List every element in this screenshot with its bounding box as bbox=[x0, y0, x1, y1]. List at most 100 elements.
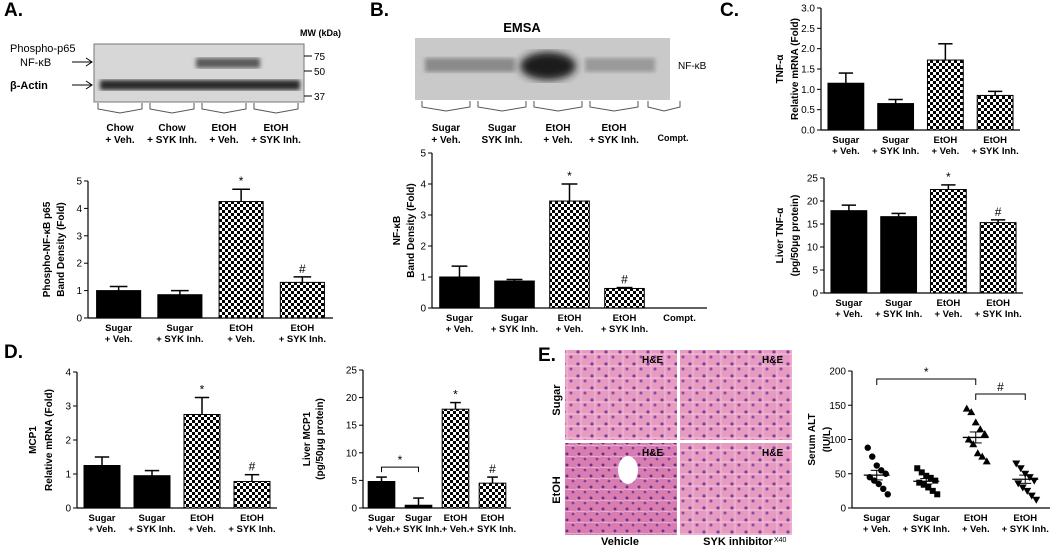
y-tick-label: 0.5 bbox=[801, 105, 815, 116]
data-point bbox=[880, 485, 887, 493]
data-point bbox=[882, 470, 889, 477]
data-point bbox=[969, 440, 978, 448]
x-category-label: + SYK Inh. bbox=[872, 146, 919, 157]
data-point bbox=[1027, 492, 1036, 500]
blot-lane-labels: Chow+ Veh.Chow+ SYK Inh.EtOH+ Veh.EtOH+ … bbox=[97, 103, 301, 146]
blot-label-beta-actin: β-Actin bbox=[10, 80, 48, 92]
y-tick-label: 0 bbox=[812, 289, 818, 300]
blot-lane-bracket bbox=[253, 103, 299, 114]
significance-marker: * bbox=[239, 174, 244, 188]
panel-letter-a: A. bbox=[4, 0, 23, 21]
bar bbox=[96, 290, 142, 319]
y-tick-label: 1.0 bbox=[801, 85, 815, 96]
bar bbox=[830, 210, 868, 294]
blot-lane-label: Chow bbox=[158, 123, 185, 134]
x-category-label: EtOH bbox=[291, 323, 315, 334]
data-point bbox=[1014, 480, 1023, 488]
emsa-lane-bracket bbox=[647, 101, 681, 112]
x-category-label: + SYK Inh. bbox=[601, 324, 648, 335]
x-category-label: Sugar bbox=[139, 513, 166, 524]
data-point bbox=[871, 477, 878, 484]
emsa-lane-bracket bbox=[589, 101, 639, 112]
data-point bbox=[884, 491, 891, 498]
y-tick-label: 2 bbox=[65, 436, 71, 447]
data-point bbox=[934, 491, 941, 498]
significance-marker: # bbox=[249, 460, 256, 474]
bar bbox=[926, 59, 964, 131]
blot-mw-75: 75 bbox=[314, 52, 326, 63]
emsa-lane-bracket bbox=[421, 101, 471, 112]
data-point bbox=[932, 477, 939, 484]
y-tick-label: 4 bbox=[76, 204, 82, 215]
y-tick-label: 15 bbox=[346, 421, 358, 432]
x-category-label: + SYK Inh. bbox=[875, 309, 922, 320]
x-category-label: + Veh. bbox=[88, 524, 116, 535]
x-category-label: Sugar bbox=[863, 513, 890, 524]
x-category-label: EtOH bbox=[444, 513, 468, 524]
panel-letter-c: C. bbox=[720, 0, 739, 21]
y-tick-label: 50 bbox=[835, 469, 847, 480]
y-tick-label: 1 bbox=[76, 286, 82, 297]
y-tick-label: 2.5 bbox=[801, 24, 815, 35]
x-category-label: EtOH bbox=[481, 513, 505, 524]
data-point bbox=[976, 425, 985, 433]
data-point bbox=[964, 435, 973, 443]
data-point bbox=[873, 462, 880, 469]
y-tick-label: 0 bbox=[65, 504, 71, 515]
data-point bbox=[925, 484, 932, 491]
y-tick-label: 2.0 bbox=[801, 44, 815, 55]
data-point bbox=[927, 474, 934, 481]
emsa-lane-label: Sugar bbox=[488, 123, 516, 134]
y-axis-label: Band Density (Fold) bbox=[56, 202, 67, 296]
y-tick-label: 20 bbox=[346, 393, 358, 404]
histology-grid bbox=[565, 350, 792, 535]
y-tick-label: 2 bbox=[420, 242, 426, 253]
x-category-label: + SYK Inh. bbox=[903, 524, 950, 535]
blot-label-phospho-p65: Phospho-p65 bbox=[10, 43, 75, 55]
y-tick-label: 0 bbox=[840, 504, 846, 515]
blot-arrow-1 bbox=[72, 57, 93, 67]
significance-marker: * bbox=[946, 170, 951, 184]
histo-stain-label-3: H&E bbox=[642, 448, 663, 459]
blot-lane-label: + Veh. bbox=[209, 135, 238, 146]
y-tick-label: 5 bbox=[76, 177, 82, 188]
x-category-label: EtOH bbox=[613, 313, 637, 324]
data-point bbox=[973, 449, 982, 457]
y-axis-label: Relative mRNA (Fold) bbox=[790, 18, 801, 120]
data-point bbox=[875, 480, 882, 488]
blot-image bbox=[93, 43, 305, 103]
x-category-label: EtOH bbox=[937, 298, 961, 309]
x-category-label: + Veh. bbox=[446, 324, 474, 335]
x-category-label: + Veh. bbox=[227, 334, 255, 345]
bar bbox=[83, 465, 121, 509]
blot-mw-37: 37 bbox=[314, 92, 326, 103]
bar bbox=[279, 281, 325, 319]
y-tick-label: 2 bbox=[76, 259, 82, 270]
y-tick-label: 3 bbox=[76, 231, 82, 242]
bar bbox=[877, 103, 915, 131]
y-tick-label: 5 bbox=[351, 476, 357, 487]
data-point bbox=[982, 457, 991, 465]
emsa-lane-label: EtOH bbox=[602, 123, 627, 134]
data-point bbox=[1021, 470, 1030, 478]
y-tick-label: 200 bbox=[829, 367, 846, 378]
x-category-label: + Veh. bbox=[962, 524, 990, 535]
x-category-label: EtOH bbox=[934, 135, 958, 146]
blot-mw-ticks bbox=[304, 55, 312, 97]
y-axis-label: (pg/50μg protein) bbox=[315, 398, 326, 480]
bar bbox=[929, 189, 967, 294]
emsa-band-label: NF-κB bbox=[678, 61, 707, 72]
y-tick-label: 0 bbox=[76, 314, 82, 325]
bar bbox=[183, 414, 221, 509]
histo-stain-label-4: H&E bbox=[762, 448, 783, 459]
y-tick-label: 15 bbox=[807, 220, 819, 231]
x-category-label: Sugar bbox=[835, 298, 862, 309]
histo-row-sugar: Sugar bbox=[551, 384, 563, 416]
bar bbox=[976, 94, 1014, 131]
emsa-lane-label: Compt. bbox=[658, 133, 689, 143]
x-category-label: + SYK Inh. bbox=[395, 524, 442, 535]
significance-bracket bbox=[876, 378, 977, 385]
